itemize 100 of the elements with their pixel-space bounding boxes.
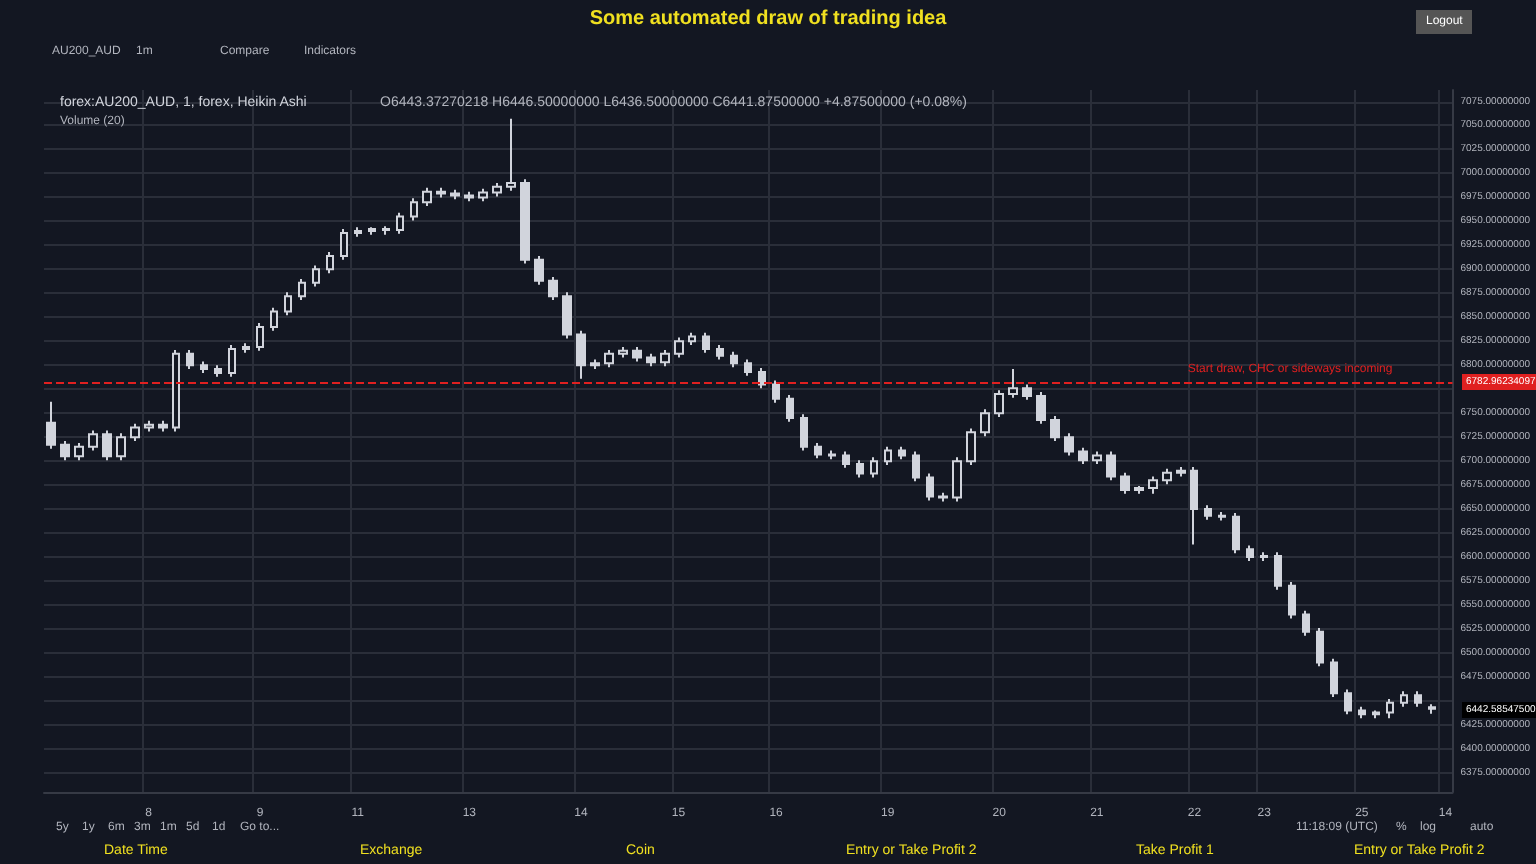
candlestick xyxy=(800,413,808,452)
candlestick xyxy=(744,358,752,377)
candlestick xyxy=(1190,465,1198,546)
candlestick xyxy=(1344,688,1352,716)
candlestick xyxy=(1106,450,1116,482)
candlestick xyxy=(228,344,236,378)
candlestick xyxy=(1232,511,1240,555)
candlestick xyxy=(1120,471,1130,495)
candlestick xyxy=(758,367,766,390)
candlestick xyxy=(116,432,126,462)
candlestick xyxy=(1204,504,1212,521)
candlestick xyxy=(520,178,530,265)
candlestick xyxy=(130,422,140,442)
candlestick xyxy=(214,364,222,378)
candlestick xyxy=(1064,432,1074,457)
candlestick xyxy=(298,277,306,302)
candlestick xyxy=(102,429,112,462)
candlestick xyxy=(60,440,70,462)
candlestick xyxy=(1176,465,1186,478)
candlestick xyxy=(534,254,544,286)
candlestick xyxy=(548,276,558,302)
candlestick xyxy=(284,291,292,317)
candlestick xyxy=(912,450,920,483)
candlestick xyxy=(436,186,446,199)
candlestick xyxy=(1218,510,1226,522)
chart-title: Some automated draw of trading idea xyxy=(589,8,947,30)
candlestick xyxy=(450,188,460,201)
candlestick xyxy=(618,346,628,359)
candlestick xyxy=(1050,415,1060,442)
candlestick xyxy=(256,322,264,352)
candlestick xyxy=(1008,368,1018,399)
candlestick xyxy=(980,408,990,438)
candlestick xyxy=(382,225,390,236)
candlestick xyxy=(464,190,474,203)
candlestick xyxy=(158,419,168,433)
candlestick xyxy=(478,187,488,203)
candlestick xyxy=(926,472,934,502)
candlestick xyxy=(1414,690,1422,708)
candlestick xyxy=(410,197,418,222)
candlestick xyxy=(1400,690,1408,708)
candlestick xyxy=(270,306,278,332)
candlestick xyxy=(144,419,154,433)
candlestick xyxy=(952,456,962,503)
candlestick xyxy=(396,211,404,235)
candlestick xyxy=(716,344,724,361)
candlestick xyxy=(646,352,656,368)
candlestick xyxy=(1302,609,1310,637)
candlestick xyxy=(74,441,84,462)
candlestick xyxy=(1274,551,1282,591)
candlestick xyxy=(660,348,670,368)
candlestick xyxy=(884,445,892,466)
candlestick xyxy=(172,348,180,433)
candlestick xyxy=(46,400,56,450)
candlestick xyxy=(772,379,780,404)
candlestick xyxy=(1372,709,1380,720)
candlestick xyxy=(312,264,320,288)
candlestick xyxy=(1148,475,1158,495)
candlestick xyxy=(590,358,600,371)
candlestick xyxy=(492,182,502,198)
candlestick xyxy=(1288,580,1296,620)
candlestick xyxy=(1260,551,1268,562)
candlestick xyxy=(506,117,516,192)
candlestick xyxy=(368,226,376,236)
candlestick xyxy=(1428,703,1436,715)
candlestick xyxy=(200,360,208,374)
candlestick xyxy=(828,449,836,461)
candlestick xyxy=(576,329,586,380)
candlestick xyxy=(1092,450,1102,466)
candlestick xyxy=(1036,391,1046,425)
candlestick xyxy=(730,350,738,369)
candlestick xyxy=(842,450,850,469)
candlestick xyxy=(966,427,976,466)
candlestick xyxy=(674,336,684,359)
candlestick xyxy=(632,346,642,363)
candlestick xyxy=(422,186,432,208)
candlestick xyxy=(1134,485,1144,495)
candlestick xyxy=(994,389,1004,419)
candlestick xyxy=(814,441,822,460)
candlestick xyxy=(354,226,362,238)
candlestick xyxy=(1316,627,1324,668)
candlestick xyxy=(938,491,948,503)
candlestick xyxy=(898,445,906,461)
candlestick xyxy=(326,251,334,275)
candlestick xyxy=(1246,544,1254,562)
candlestick xyxy=(1358,705,1366,720)
candlestick xyxy=(1386,697,1394,720)
candlestick xyxy=(1078,446,1088,466)
candlestick xyxy=(1330,657,1338,699)
candlestick xyxy=(702,331,710,354)
candlestick xyxy=(186,348,194,371)
candlestick xyxy=(340,228,348,261)
candlestick xyxy=(688,331,696,347)
candlestick xyxy=(604,348,614,369)
candlestick xyxy=(1022,383,1032,401)
candlestick xyxy=(870,456,878,479)
candlestick xyxy=(562,291,572,340)
candlestick xyxy=(88,429,98,452)
candlestick xyxy=(786,393,794,423)
candlestick xyxy=(856,459,864,479)
candlestick xyxy=(242,342,250,354)
